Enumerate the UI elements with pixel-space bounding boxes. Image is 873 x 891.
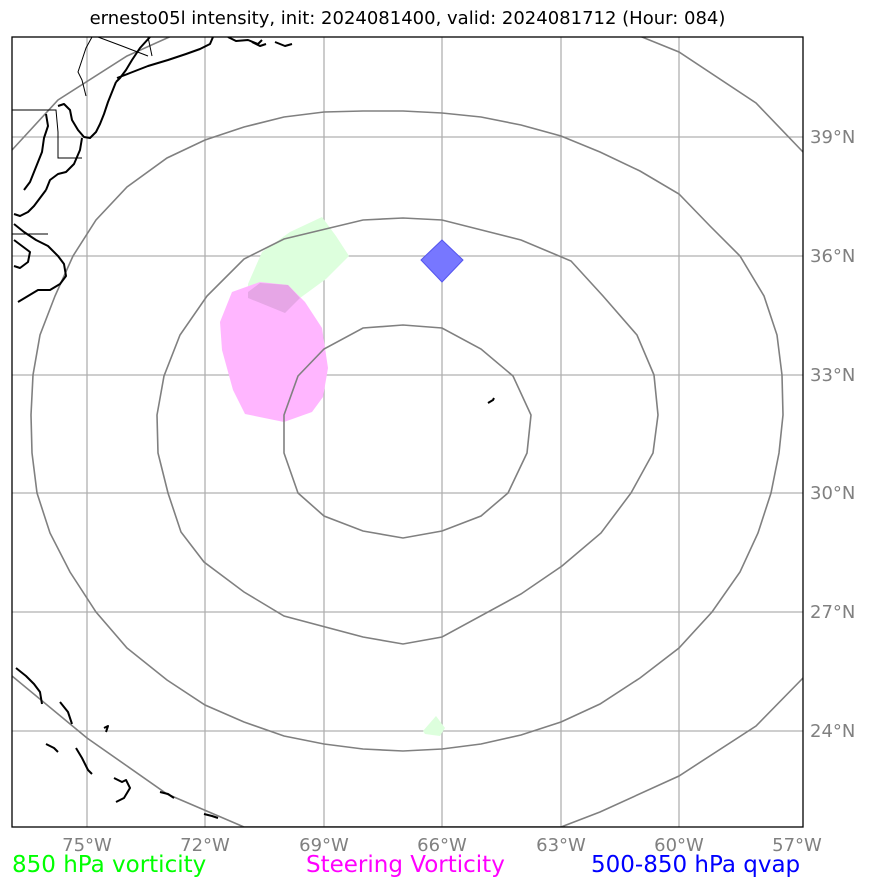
bahamas-cat-island xyxy=(75,747,93,775)
cape-cod xyxy=(227,37,263,45)
legend-850hpa-vorticity: 850 hPa vorticity xyxy=(12,852,207,878)
bahamas-eleuthera xyxy=(45,743,59,753)
legend-500-850hpa-qvap: 500-850 hPa qvap xyxy=(591,852,801,878)
range-ring-3 xyxy=(30,110,784,752)
lat-label-24n: 24°N xyxy=(810,721,855,742)
lon-label-69w: 69°W xyxy=(299,835,349,856)
lat-label-33n: 33°N xyxy=(810,365,855,386)
lon-label-72w: 72°W xyxy=(180,835,230,856)
ma-border xyxy=(147,37,153,57)
lat-label-39n: 39°N xyxy=(810,127,855,148)
map-frame xyxy=(11,36,804,828)
vorticity-850-patch-south xyxy=(423,716,445,736)
qvap-patch xyxy=(420,239,464,283)
lon-label-60w: 60°W xyxy=(654,835,704,856)
steering-overlap-patch xyxy=(248,283,300,313)
graticule xyxy=(12,37,803,827)
legend-steering-vorticity: Steering Vorticity xyxy=(306,852,505,878)
lat-tick-labels: 24°N 27°N 30°N 33°N 36°N 39°N xyxy=(810,127,855,742)
pa-md-border xyxy=(12,109,82,159)
lon-label-66w: 66°W xyxy=(417,835,467,856)
range-rings xyxy=(12,37,803,827)
new-england-coast xyxy=(115,37,151,83)
steering-vorticity-patch xyxy=(220,282,328,422)
state-borders xyxy=(12,37,153,235)
nc-coast-north xyxy=(13,223,67,303)
bermuda xyxy=(487,397,495,404)
new-jersey-coast xyxy=(57,81,117,139)
lat-label-27n: 27°N xyxy=(810,602,855,623)
ct-border xyxy=(97,37,149,57)
lat-label-36n: 36°N xyxy=(810,246,855,267)
san-salvador xyxy=(103,725,109,733)
bahamas-abaco xyxy=(59,701,73,725)
coastlines xyxy=(13,37,495,819)
pamlico-sound xyxy=(13,239,31,269)
bahamas-andros xyxy=(15,667,43,705)
marthas-vineyard xyxy=(274,41,293,47)
lon-tick-labels: 75°W 72°W 69°W 66°W 63°W 60°W 57°W xyxy=(62,835,822,856)
chesapeake-bay xyxy=(23,113,49,191)
virginia-coast xyxy=(13,189,47,217)
bahamas-long-island xyxy=(113,777,131,803)
bahamas-inagua xyxy=(159,791,175,799)
lat-label-30n: 30°N xyxy=(810,483,855,504)
range-ring-4 xyxy=(12,37,803,827)
lon-label-63w: 63°W xyxy=(536,835,586,856)
range-ring-1 xyxy=(283,324,532,539)
lon-label-75w: 75°W xyxy=(62,835,112,856)
lon-label-57w: 57°W xyxy=(772,835,822,856)
long-island xyxy=(116,37,214,79)
turks-caicos xyxy=(203,813,219,819)
delmarva-coast xyxy=(45,137,83,191)
ny-nj-border xyxy=(77,37,93,97)
range-ring-2 xyxy=(156,217,659,645)
nantucket xyxy=(251,41,267,47)
plot-title: ernesto05l intensity, init: 2024081400, … xyxy=(89,8,726,29)
